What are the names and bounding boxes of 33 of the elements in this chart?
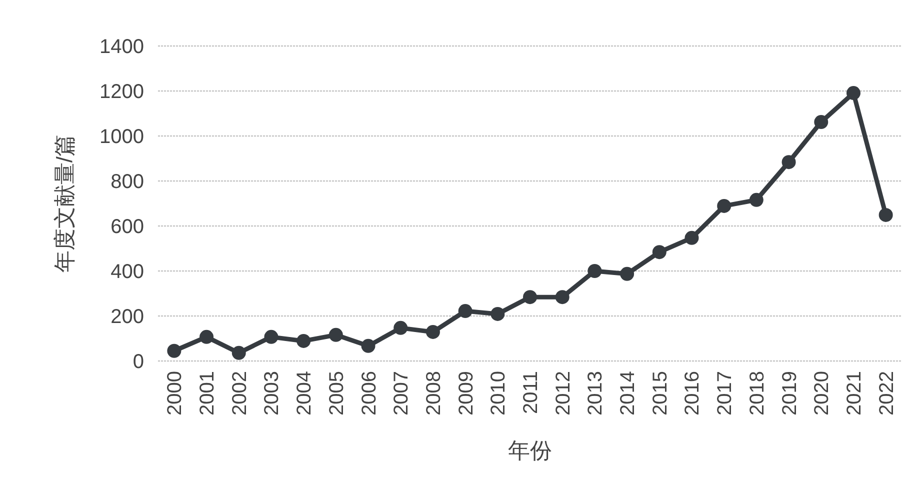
x-tick-label: 2010	[488, 371, 510, 416]
x-tick-label: 2009	[455, 371, 478, 416]
y-tick-label: 400	[110, 261, 144, 283]
x-tick-label: 2022	[876, 371, 898, 416]
x-tick-label: 2011	[520, 371, 542, 414]
x-tick-label: 2014	[617, 371, 640, 416]
y-tick-label: 1200	[100, 81, 144, 103]
x-tick-label: 2020	[811, 371, 834, 416]
x-axis-title: 年份	[508, 438, 552, 463]
x-tick-label: 2002	[228, 371, 251, 416]
x-tick-label: 2016	[682, 371, 704, 416]
x-tick-label: 2001	[196, 371, 219, 416]
x-tick-label: 2019	[778, 371, 801, 416]
x-tick-label: 2000	[164, 371, 186, 416]
y-tick-label: 200	[110, 306, 144, 328]
y-tick-label: 1400	[100, 36, 144, 58]
x-tick-label: 2015	[649, 371, 672, 416]
y-tick-label: 800	[110, 171, 144, 193]
x-tick-label: 2003	[261, 371, 284, 416]
x-tick-label: 2006	[358, 371, 380, 416]
x-tick-label: 2007	[390, 371, 413, 416]
x-tick-label: 2012	[552, 371, 574, 416]
x-tick-label: 2005	[326, 371, 348, 416]
y-tick-label: 600	[110, 216, 144, 238]
x-tick-label: 2013	[584, 371, 607, 416]
y-tick-label: 0	[132, 351, 144, 373]
x-tick-label: 2017	[714, 371, 736, 416]
x-tick-label: 2018	[746, 371, 768, 416]
x-tick-label: 2021	[843, 371, 866, 416]
y-axis-title: 年度文献量/篇	[52, 134, 77, 273]
x-tick-label: 2008	[422, 371, 445, 416]
x-tick-label: 2004	[294, 371, 316, 416]
y-tick-label: 1000	[100, 126, 144, 148]
